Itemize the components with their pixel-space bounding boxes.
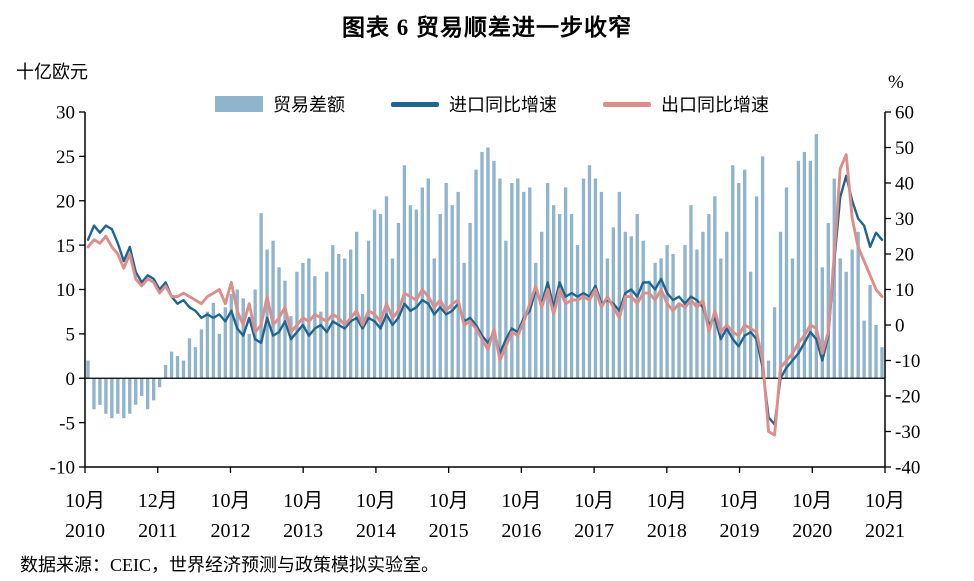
legend-label-import-growth: 进口同比增速 — [449, 95, 557, 115]
svg-text:2017: 2017 — [574, 520, 614, 542]
svg-text:2013: 2013 — [283, 520, 323, 542]
svg-text:2011: 2011 — [138, 520, 177, 542]
svg-text:15: 15 — [56, 236, 75, 257]
legend-item-import-growth: 进口同比增速 — [391, 91, 557, 117]
svg-text:10月: 10月 — [429, 490, 469, 512]
svg-text:30: 30 — [56, 103, 75, 124]
chart-legend: 贸易差额 进口同比增速 出口同比增速 — [80, 91, 904, 117]
source-note: 数据来源：CEIC，世界经济预测与政策模拟实验室。 — [20, 555, 439, 575]
legend-item-export-growth: 出口同比增速 — [603, 91, 769, 117]
svg-text:10: 10 — [895, 280, 914, 301]
trade-balance-bar-swatch — [215, 96, 263, 112]
export-growth-line-swatch — [603, 101, 651, 107]
svg-text:2012: 2012 — [210, 520, 250, 542]
svg-text:0: 0 — [66, 369, 76, 390]
import-growth-line-swatch — [391, 101, 439, 107]
svg-text:-5: -5 — [59, 413, 75, 434]
svg-text:2019: 2019 — [720, 520, 760, 542]
legend-item-trade-balance: 贸易差额 — [215, 91, 345, 117]
svg-text:10月: 10月 — [574, 490, 614, 512]
svg-text:30: 30 — [895, 209, 914, 230]
svg-text:10月: 10月 — [283, 490, 323, 512]
svg-text:2018: 2018 — [647, 520, 687, 542]
svg-text:2016: 2016 — [501, 520, 541, 542]
svg-text:60: 60 — [895, 103, 914, 124]
svg-text:10月: 10月 — [865, 490, 905, 512]
svg-text:-10: -10 — [895, 351, 920, 372]
svg-text:10月: 10月 — [647, 490, 687, 512]
chart-title: 图表 6 贸易顺差进一步收窄 — [342, 15, 632, 40]
svg-text:2014: 2014 — [356, 520, 396, 542]
svg-text:10月: 10月 — [720, 490, 760, 512]
svg-text:10月: 10月 — [501, 490, 541, 512]
svg-text:-40: -40 — [895, 458, 920, 479]
svg-text:10: 10 — [56, 280, 75, 301]
svg-text:2015: 2015 — [429, 520, 469, 542]
svg-text:25: 25 — [56, 147, 75, 168]
svg-text:2021: 2021 — [865, 520, 905, 542]
svg-text:10月: 10月 — [792, 490, 832, 512]
svg-text:40: 40 — [895, 174, 914, 195]
svg-text:10月: 10月 — [356, 490, 396, 512]
svg-text:50: 50 — [895, 138, 914, 159]
svg-text:-10: -10 — [50, 458, 75, 479]
left-axis-unit-label: 十亿欧元 — [16, 62, 88, 82]
svg-text:20: 20 — [56, 191, 75, 212]
svg-text:10月: 10月 — [210, 490, 250, 512]
legend-label-trade-balance: 贸易差额 — [273, 95, 345, 115]
svg-text:2010: 2010 — [65, 520, 105, 542]
svg-text:5: 5 — [66, 325, 76, 346]
right-axis-unit-label: % — [888, 72, 904, 93]
svg-text:12月: 12月 — [138, 490, 178, 512]
svg-text:20: 20 — [895, 245, 914, 266]
svg-text:-30: -30 — [895, 422, 920, 443]
svg-text:-20: -20 — [895, 387, 920, 408]
svg-text:2020: 2020 — [792, 520, 832, 542]
svg-text:0: 0 — [895, 316, 905, 337]
legend-label-export-growth: 出口同比增速 — [661, 95, 769, 115]
svg-text:10月: 10月 — [65, 490, 105, 512]
